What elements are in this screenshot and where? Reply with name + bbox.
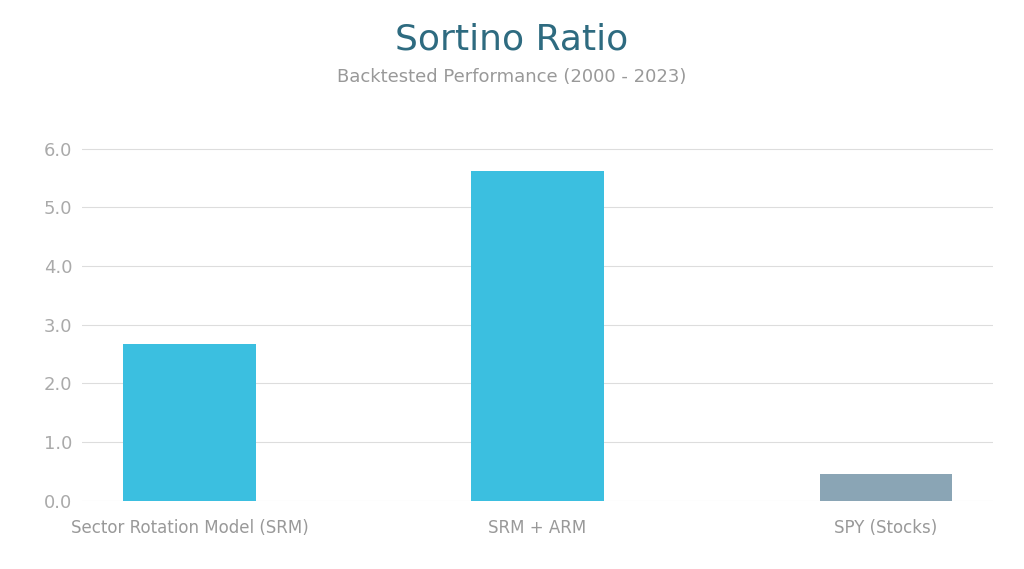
Bar <box>471 171 604 501</box>
Bar <box>819 475 952 501</box>
Text: Backtested Performance (2000 - 2023): Backtested Performance (2000 - 2023) <box>337 68 687 86</box>
Bar <box>123 344 256 501</box>
Text: Sortino Ratio: Sortino Ratio <box>395 23 629 57</box>
